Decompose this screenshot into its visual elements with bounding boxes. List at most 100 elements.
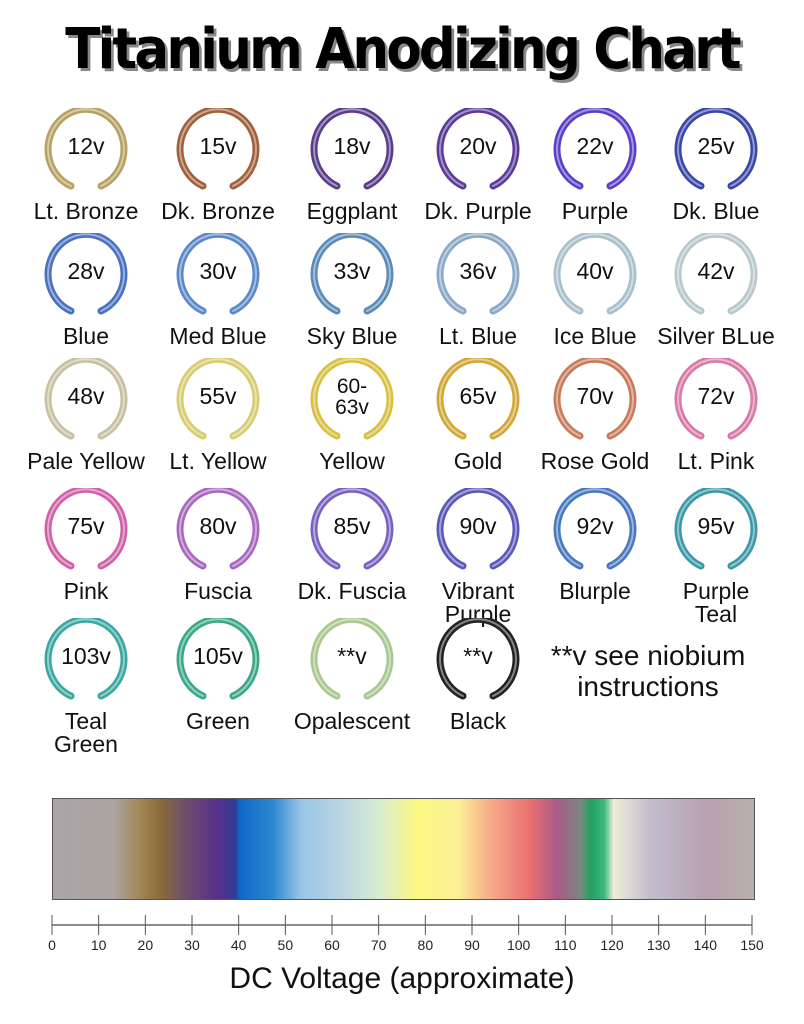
voltage-label: 75v	[67, 513, 105, 539]
tick-label: 100	[507, 937, 531, 953]
ring-icon: 18v	[307, 108, 397, 198]
swatch: 48v Pale Yellow	[16, 358, 156, 473]
tick-label: 70	[371, 937, 387, 953]
voltage-spectrum-bar	[52, 798, 755, 900]
tick-label: 20	[138, 937, 154, 953]
swatch: 55v Lt. Yellow	[148, 358, 288, 473]
voltage-label: 36v	[459, 258, 497, 284]
ring-icon: 60- 63v	[307, 358, 397, 448]
voltage-axis: 0 10 20 30 40 50 60 70 80 90 100 110 120 130 140 150	[48, 915, 764, 953]
ring-icon: 72v	[671, 358, 761, 448]
swatch: 105v Green	[148, 618, 288, 733]
tick-label: 40	[231, 937, 247, 953]
voltage-label: 105v	[193, 643, 243, 669]
ring-icon: 92v	[550, 488, 640, 578]
color-name: Purple	[561, 198, 629, 224]
color-name: Teal Green	[54, 708, 118, 757]
swatch: 33v Sky Blue	[282, 233, 422, 348]
swatch: **v Opalescent	[282, 618, 422, 733]
swatch: 30v Med Blue	[148, 233, 288, 348]
tick-label: 0	[48, 937, 56, 953]
swatch: 12v Lt. Bronze	[16, 108, 156, 223]
voltage-label: 60- 63v	[335, 375, 369, 419]
voltage-label: 30v	[199, 258, 237, 284]
color-name: Green	[186, 708, 250, 734]
color-name: Purple Teal	[682, 578, 750, 627]
voltage-label: 55v	[199, 383, 237, 409]
swatch: 22v Purple	[525, 108, 665, 223]
ring-icon: 12v	[41, 108, 131, 198]
ring-icon: 103v	[41, 618, 131, 708]
voltage-label: 12v	[67, 133, 105, 159]
ring-icon: **v	[307, 618, 397, 708]
color-name: Rose Gold	[540, 448, 650, 474]
swatch: 92v Blurple	[525, 488, 665, 603]
ring-icon: 55v	[173, 358, 263, 448]
color-name: Med Blue	[169, 323, 267, 349]
ring-icon: 80v	[173, 488, 263, 578]
swatch: 60- 63v Yellow	[282, 358, 422, 473]
voltage-label: 95v	[697, 513, 735, 539]
tick-label: 90	[464, 937, 480, 953]
ring-icon: 30v	[173, 233, 263, 323]
swatch: 75v Pink	[16, 488, 156, 603]
voltage-label: 42v	[697, 258, 735, 284]
swatch: 72v Lt. Pink	[646, 358, 786, 473]
ring-icon: 20v	[433, 108, 523, 198]
voltage-label: 40v	[576, 258, 614, 284]
color-name: Gold	[453, 448, 503, 474]
ring-icon: 28v	[41, 233, 131, 323]
color-name: Dk. Bronze	[161, 198, 275, 224]
voltage-label: 20v	[459, 133, 497, 159]
swatch: 28v Blue	[16, 233, 156, 348]
voltage-label: 72v	[697, 383, 735, 409]
tick-label: 150	[740, 937, 764, 953]
tick-label: 120	[600, 937, 624, 953]
color-name: Silver BLue	[657, 323, 775, 349]
tick-label: 80	[418, 937, 434, 953]
ring-icon: 105v	[173, 618, 263, 708]
swatch: 25v Dk. Blue	[646, 108, 786, 223]
ring-icon: 15v	[173, 108, 263, 198]
swatch: 36v Lt. Blue	[408, 233, 548, 348]
color-name: Opalescent	[293, 708, 411, 734]
color-name: Pink	[63, 578, 109, 604]
ring-icon: 65v	[433, 358, 523, 448]
tick-label: 30	[184, 937, 200, 953]
axis-label: DC Voltage (approximate)	[229, 962, 575, 995]
color-name: Eggplant	[306, 198, 398, 224]
voltage-label: 28v	[67, 258, 105, 284]
ring-icon: 42v	[671, 233, 761, 323]
voltage-label: 85v	[333, 513, 371, 539]
voltage-label: 48v	[67, 383, 105, 409]
voltage-label: 33v	[333, 258, 371, 284]
color-name: Yellow	[319, 448, 385, 474]
ring-icon: 48v	[41, 358, 131, 448]
ring-icon: 36v	[433, 233, 523, 323]
color-name: Dk. Blue	[672, 198, 760, 224]
ring-icon: **v	[433, 618, 523, 708]
ring-icon: 70v	[550, 358, 640, 448]
swatch: 85v Dk. Fuscia	[282, 488, 422, 603]
niobium-note: **v see niobium instructions	[550, 640, 746, 702]
voltage-label: 90v	[459, 513, 497, 539]
voltage-label: 65v	[459, 383, 497, 409]
color-name: Pale Yellow	[27, 448, 145, 474]
ring-icon: 90v	[433, 488, 523, 578]
ring-icon: 40v	[550, 233, 640, 323]
ring-icon: 22v	[550, 108, 640, 198]
color-name: Lt. Pink	[677, 448, 755, 474]
tick-label: 60	[324, 937, 340, 953]
tick-label: 50	[278, 937, 294, 953]
voltage-label: 25v	[697, 133, 735, 159]
ring-icon: 25v	[671, 108, 761, 198]
ring-icon: 85v	[307, 488, 397, 578]
tick-label: 140	[694, 937, 718, 953]
tick-label: 110	[554, 937, 577, 953]
voltage-label: 22v	[576, 133, 614, 159]
color-name: Lt. Yellow	[169, 448, 267, 474]
voltage-label: 103v	[61, 643, 111, 669]
ring-icon: 75v	[41, 488, 131, 578]
tick-label: 10	[91, 937, 107, 953]
